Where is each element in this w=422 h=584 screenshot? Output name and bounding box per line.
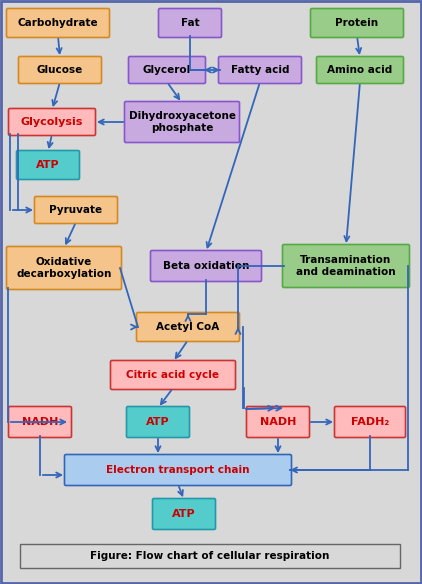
Text: NADH: NADH: [22, 417, 58, 427]
FancyBboxPatch shape: [129, 57, 206, 84]
FancyBboxPatch shape: [136, 312, 240, 342]
FancyBboxPatch shape: [335, 406, 406, 437]
FancyBboxPatch shape: [16, 151, 79, 179]
Text: Glycolysis: Glycolysis: [21, 117, 83, 127]
Text: Electron transport chain: Electron transport chain: [106, 465, 250, 475]
FancyBboxPatch shape: [124, 102, 240, 142]
FancyBboxPatch shape: [282, 245, 409, 287]
FancyBboxPatch shape: [65, 454, 292, 485]
Text: Dihydroxyacetone
phosphate: Dihydroxyacetone phosphate: [129, 111, 235, 133]
Text: Fatty acid: Fatty acid: [231, 65, 289, 75]
Text: Oxidative
decarboxylation: Oxidative decarboxylation: [16, 257, 112, 279]
Text: ATP: ATP: [36, 160, 60, 170]
FancyBboxPatch shape: [20, 544, 400, 568]
FancyBboxPatch shape: [152, 499, 216, 530]
FancyBboxPatch shape: [8, 109, 95, 135]
FancyBboxPatch shape: [311, 9, 403, 37]
FancyBboxPatch shape: [6, 9, 109, 37]
Text: Beta oxidation: Beta oxidation: [163, 261, 249, 271]
Text: NADH: NADH: [260, 417, 296, 427]
FancyBboxPatch shape: [246, 406, 309, 437]
Text: Amino acid: Amino acid: [327, 65, 392, 75]
FancyBboxPatch shape: [159, 9, 222, 37]
Text: ATP: ATP: [146, 417, 170, 427]
FancyBboxPatch shape: [151, 251, 262, 281]
Text: Acetyl CoA: Acetyl CoA: [157, 322, 219, 332]
Text: Citric acid cycle: Citric acid cycle: [127, 370, 219, 380]
Text: Pyruvate: Pyruvate: [49, 205, 103, 215]
Text: Figure: Flow chart of cellular respiration: Figure: Flow chart of cellular respirati…: [90, 551, 330, 561]
Text: FADH₂: FADH₂: [351, 417, 389, 427]
FancyBboxPatch shape: [316, 57, 403, 84]
FancyBboxPatch shape: [219, 57, 301, 84]
Text: Fat: Fat: [181, 18, 199, 28]
Text: Glucose: Glucose: [37, 65, 83, 75]
Text: Carbohydrate: Carbohydrate: [18, 18, 98, 28]
FancyBboxPatch shape: [111, 360, 235, 390]
FancyBboxPatch shape: [127, 406, 189, 437]
FancyBboxPatch shape: [35, 196, 117, 224]
Text: ATP: ATP: [172, 509, 196, 519]
FancyBboxPatch shape: [19, 57, 102, 84]
Text: Protein: Protein: [335, 18, 379, 28]
Text: Transamination
and deamination: Transamination and deamination: [296, 255, 396, 277]
FancyBboxPatch shape: [8, 406, 71, 437]
FancyBboxPatch shape: [6, 246, 122, 290]
Text: Glycerol: Glycerol: [143, 65, 191, 75]
